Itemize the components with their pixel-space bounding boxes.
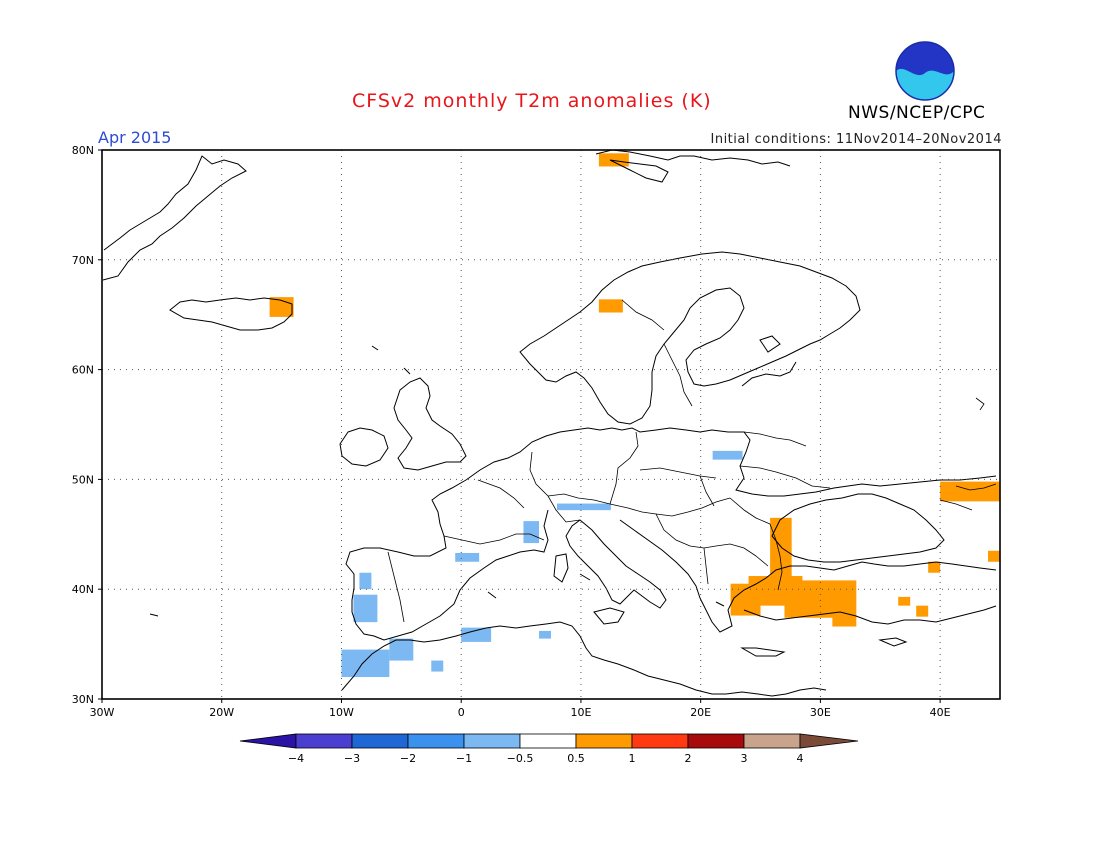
colorbar-swatch--2_-1 (407, 733, 465, 749)
lat-tick-label: 40N (72, 583, 94, 596)
warm-anomaly-patch-8 (832, 615, 857, 627)
colorbar-swatch--0.5_0.5 (519, 733, 577, 749)
lon-tick-label: 0 (458, 706, 465, 719)
cool-anomaly-patch-18 (461, 627, 492, 642)
cool-anomaly-patch-17 (431, 660, 444, 672)
period-label: Apr 2015 (98, 128, 172, 147)
warm-anomaly-patch-4 (770, 517, 792, 601)
warm-anomaly-patch-9 (916, 605, 929, 617)
colorbar-label: 0.5 (567, 752, 585, 765)
lat-tick-label: 80N (72, 144, 94, 157)
lat-tick-label: 70N (72, 254, 94, 267)
lon-tick-label: 10W (329, 706, 354, 719)
lat-tick-label: 30N (72, 693, 94, 706)
lon-tick-label: 30E (810, 706, 831, 719)
turkey-south-coast (743, 605, 997, 625)
colorbar-swatch--4_-3 (295, 733, 353, 749)
faroe-shetland (371, 345, 411, 375)
colorbar-swatch-0.5_1 (575, 733, 633, 749)
misc-islands (149, 573, 725, 617)
colorbar: −4 −3 −2 −1 −0.5 0.5 1 2 3 4 (239, 733, 859, 765)
colorbar-label: 2 (685, 752, 692, 765)
lon-tick-label: 30W (90, 706, 115, 719)
cool-anomaly-patch-16 (389, 638, 414, 661)
colorbar-swatch--1_-0.5 (463, 733, 521, 749)
coastlines (102, 149, 997, 697)
colorbar-label: −0.5 (507, 752, 534, 765)
colorbar-label: −2 (400, 752, 416, 765)
initial-conditions-label: Initial conditions: 11Nov2014–20Nov2014 (710, 132, 1002, 147)
noaa-logo-icon (895, 41, 955, 101)
colorbar-swatch--3_-2 (351, 733, 409, 749)
warm-anomaly-patch-3 (940, 481, 1000, 502)
warm-anomaly-patch-6 (748, 576, 803, 606)
cool-anomaly-patch-15 (341, 649, 390, 678)
anomaly-layer (269, 153, 1000, 678)
europe-west-coast (465, 427, 997, 497)
warm-anomaly-patch-10 (928, 561, 941, 573)
iceland-coast (169, 297, 293, 331)
warm-anomaly-patch-0 (269, 297, 294, 317)
colorbar-label: −4 (288, 752, 304, 765)
scandinavia-coast (519, 251, 861, 425)
cool-anomaly-patch-19 (455, 552, 480, 562)
arctic-islands-coast (595, 149, 791, 183)
cool-anomaly-patch-21 (556, 503, 611, 511)
north-africa-coast (341, 621, 827, 697)
colorbar-swatch-1_2 (631, 733, 689, 749)
country-borders (387, 299, 831, 623)
lat-tick-label: 50N (72, 473, 94, 486)
warm-anomaly-patch-11 (988, 550, 1000, 562)
black-sea-coast (771, 493, 945, 563)
crete-cyprus (740, 637, 908, 657)
warm-anomaly-patch-2 (598, 299, 623, 313)
great-britain-coast (393, 377, 467, 471)
cool-anomaly-patch-14 (353, 594, 378, 623)
caspian-volga (939, 397, 997, 511)
colorbar-swatch-3_4 (743, 733, 801, 749)
colorbar-arrow-low (239, 733, 297, 749)
cool-anomaly-patch-22 (712, 450, 743, 460)
lon-tick-label: 20W (209, 706, 234, 719)
cool-anomaly-patch-20 (523, 521, 540, 544)
graticule (102, 150, 1000, 699)
colorbar-label: 3 (741, 752, 748, 765)
warm-anomaly-patch-12 (898, 596, 911, 606)
colorbar-label: 4 (797, 752, 804, 765)
warm-anomaly-patch-5 (730, 583, 761, 616)
agency-label: NWS/NCEP/CPC (848, 103, 986, 123)
latitude-labels: 80N 70N 60N 50N 40N 30N (72, 144, 102, 706)
colorbar-arrow-high (799, 733, 859, 749)
colorbar-label: −1 (456, 752, 472, 765)
greenland-coast (102, 155, 247, 281)
lon-tick-label: 20E (690, 706, 711, 719)
colorbar-label: 1 (629, 752, 636, 765)
longitude-labels: 30W 20W 10W 0 10E 20E 30E 40E (90, 699, 951, 719)
france-iberia-coast (345, 479, 549, 641)
cool-anomaly-patch-23 (539, 630, 551, 639)
map-frame (101, 149, 1001, 700)
colorbar-label: −3 (344, 752, 360, 765)
cool-anomaly-patch-13 (359, 572, 372, 590)
sicily-sardinia (553, 553, 625, 625)
colorbar-swatch-2_3 (687, 733, 745, 749)
lat-tick-label: 60N (72, 364, 94, 377)
lon-tick-label: 40E (930, 706, 951, 719)
lon-tick-label: 10E (570, 706, 591, 719)
warm-anomaly-patch-1 (598, 153, 629, 167)
ireland-coast (339, 427, 389, 467)
map-title: CFSv2 monthly T2m anomalies (K) (352, 90, 712, 112)
warm-anomaly-patch-7 (784, 580, 857, 618)
italy-coast (565, 519, 667, 609)
balkans-coast (619, 519, 997, 633)
finland-lakes (741, 335, 797, 387)
